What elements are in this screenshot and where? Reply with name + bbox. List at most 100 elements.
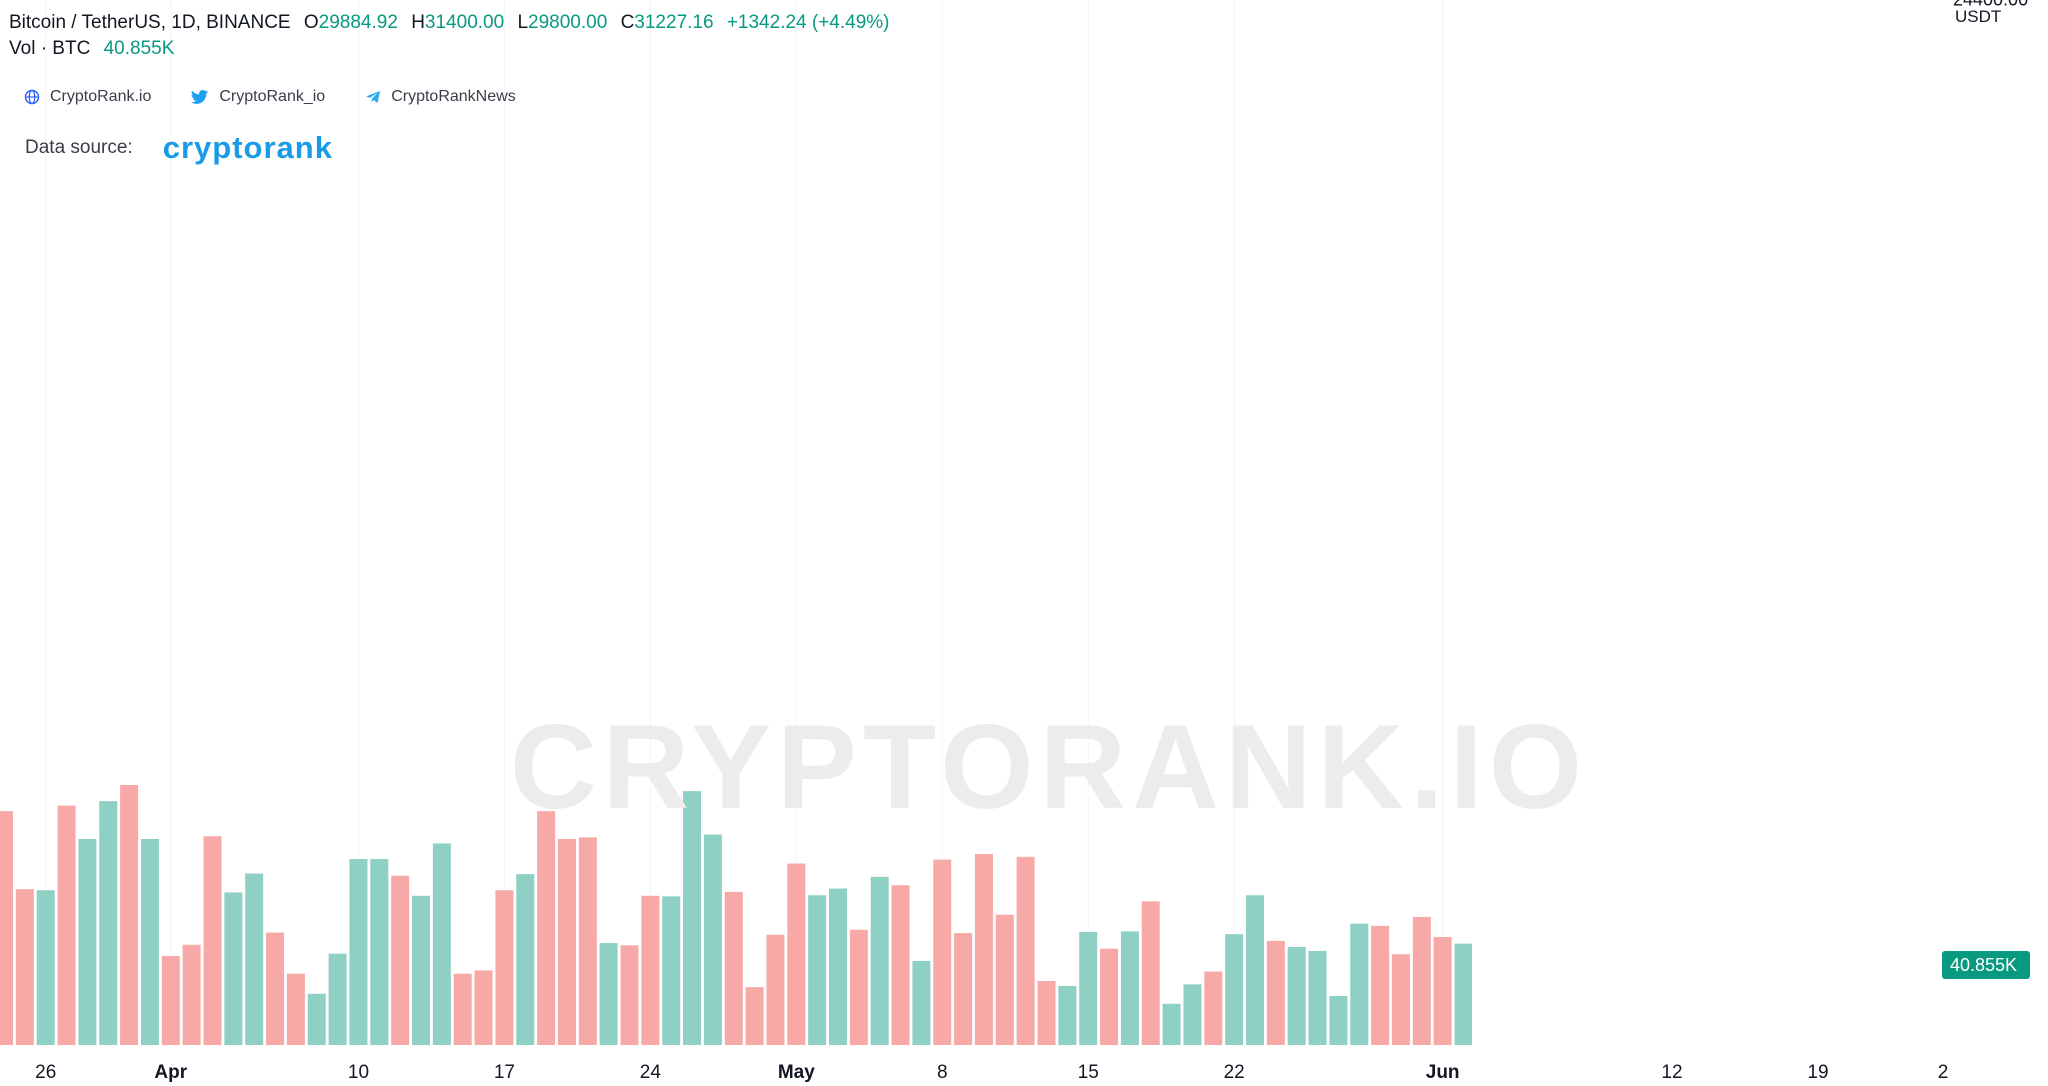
- low-value: L29800.00: [517, 12, 608, 33]
- volume-bar: [933, 859, 952, 1045]
- volume-bar: [537, 811, 556, 1045]
- time-tick-label: 19: [1807, 1062, 1828, 1083]
- last-volume-label: 40.855K: [1950, 955, 2017, 975]
- volume-bar: [1183, 984, 1202, 1045]
- volume-bar: [1037, 980, 1056, 1045]
- time-tick-label: 22: [1224, 1062, 1245, 1083]
- time-tick-label: May: [778, 1062, 815, 1083]
- time-tick-label: 24: [640, 1062, 662, 1083]
- volume-bar: [1162, 1003, 1181, 1045]
- volume-bar: [307, 993, 326, 1045]
- volume-bar: [99, 801, 118, 1045]
- time-tick-label: Jun: [1426, 1062, 1460, 1083]
- volume-bar: [453, 973, 472, 1045]
- last-volume-marker: [1942, 951, 2030, 979]
- volume-bar: [1225, 934, 1244, 1045]
- watermark: CRYPTORANK.IO: [510, 700, 1589, 834]
- volume-bar: [140, 839, 159, 1045]
- time-tick-label: 17: [494, 1062, 515, 1083]
- volume-bar: [912, 960, 931, 1045]
- volume-bar: [995, 914, 1014, 1045]
- volume-bar: [662, 896, 681, 1045]
- volume-bar: [829, 888, 847, 1045]
- data-source-label: Data source:: [25, 137, 133, 158]
- volume-bar: [1412, 916, 1431, 1045]
- volume-bar: [974, 854, 993, 1045]
- link-twitter[interactable]: CryptoRank_io: [191, 88, 325, 106]
- volume-bar: [891, 885, 910, 1045]
- volume-bar: [1350, 923, 1369, 1045]
- volume-bar: [1246, 895, 1264, 1045]
- time-tick-label: 15: [1078, 1062, 1099, 1083]
- volume-bar: [391, 875, 410, 1045]
- time-tick-label: Apr: [154, 1062, 187, 1083]
- cryptorank-logo[interactable]: cryptorank: [162, 130, 333, 165]
- volume-bar: [766, 934, 785, 1045]
- price-axis-bg: [1472, 0, 2048, 1086]
- volume-bar: [1329, 996, 1348, 1045]
- high-value: H31400.00: [411, 12, 505, 33]
- volume-bar: [1371, 925, 1390, 1045]
- volume-bar: [1287, 947, 1306, 1045]
- time-tick-label: 26: [35, 1062, 56, 1083]
- close-value: C31227.16: [620, 12, 714, 33]
- volume-bar: [474, 970, 493, 1045]
- time-tick-label: 10: [348, 1062, 369, 1083]
- volume-bar: [1120, 931, 1139, 1045]
- price-axis[interactable]: USDT24400.0024800.0025200.0025600.002600…: [1472, 0, 2048, 1086]
- volume-bar: [1016, 856, 1035, 1045]
- volume-bar: [286, 973, 305, 1045]
- link-website-label[interactable]: CryptoRank.io: [50, 88, 152, 105]
- volume-bar: [620, 945, 639, 1045]
- volume-bar: [578, 837, 597, 1045]
- time-tick-label: 12: [1661, 1062, 1682, 1083]
- volume-header: Vol · BTC 40.855K: [9, 38, 182, 60]
- volume-bar: [1391, 954, 1410, 1045]
- volume-bar: [787, 863, 806, 1045]
- link-telegram-label[interactable]: CryptoRankNews: [391, 88, 516, 105]
- link-website[interactable]: CryptoRank.io: [24, 88, 151, 106]
- twitter-bird-icon: [191, 90, 209, 104]
- volume-bar: [808, 895, 827, 1045]
- link-twitter-label[interactable]: CryptoRank_io: [219, 88, 326, 105]
- globe-icon: [24, 89, 40, 105]
- volume-bar: [703, 834, 722, 1045]
- volume-bar: [1100, 948, 1119, 1045]
- volume-bar: [683, 791, 702, 1045]
- volume-bar: [495, 890, 514, 1045]
- volume-bar: [328, 953, 347, 1045]
- volume-bar: [78, 839, 97, 1045]
- volume-bar: [1204, 971, 1223, 1045]
- volume-bar: [1266, 940, 1285, 1045]
- volume-bar: [557, 839, 576, 1045]
- volume-bar: [182, 944, 201, 1045]
- social-links: CryptoRank.io CryptoRank_io CryptoRankNe…: [24, 88, 516, 106]
- volume-bar: [641, 895, 660, 1045]
- volume-bar: [370, 859, 389, 1045]
- volume-value: 40.855K: [103, 38, 175, 59]
- time-axis[interactable]: 26 Apr 10 17 24 May 8 15 22 Jun 12 19 2: [0, 1045, 1948, 1086]
- volume-bar: [1079, 931, 1098, 1045]
- volume-bar: [57, 805, 76, 1045]
- volume-bar: [224, 892, 243, 1045]
- volume-bar: [161, 955, 180, 1045]
- volume-label[interactable]: Vol · BTC: [9, 38, 91, 59]
- volume-bar: [724, 891, 743, 1045]
- symbol-title[interactable]: Bitcoin / TetherUS, 1D, BINANCE: [9, 12, 291, 33]
- change-value: +1342.24 (+4.49%): [726, 12, 890, 33]
- volume-bar: [1058, 985, 1077, 1045]
- volume-bar: [203, 836, 222, 1045]
- volume-bar: [745, 987, 764, 1045]
- volume-bar: [599, 943, 618, 1045]
- volume-bar: [1141, 901, 1160, 1045]
- link-telegram[interactable]: CryptoRankNews: [365, 88, 516, 106]
- volume-bar: [870, 876, 889, 1045]
- price-tick-label: 24400.00: [1953, 0, 2028, 9]
- volume-bar: [245, 873, 264, 1045]
- volume-bar: [15, 889, 34, 1045]
- symbol-header: Bitcoin / TetherUS, 1D, BINANCE O29884.9…: [9, 12, 898, 34]
- time-axis-bg: [0, 1045, 1472, 1086]
- volume-bar: [1433, 936, 1452, 1045]
- price-unit-label: USDT: [1955, 7, 2001, 26]
